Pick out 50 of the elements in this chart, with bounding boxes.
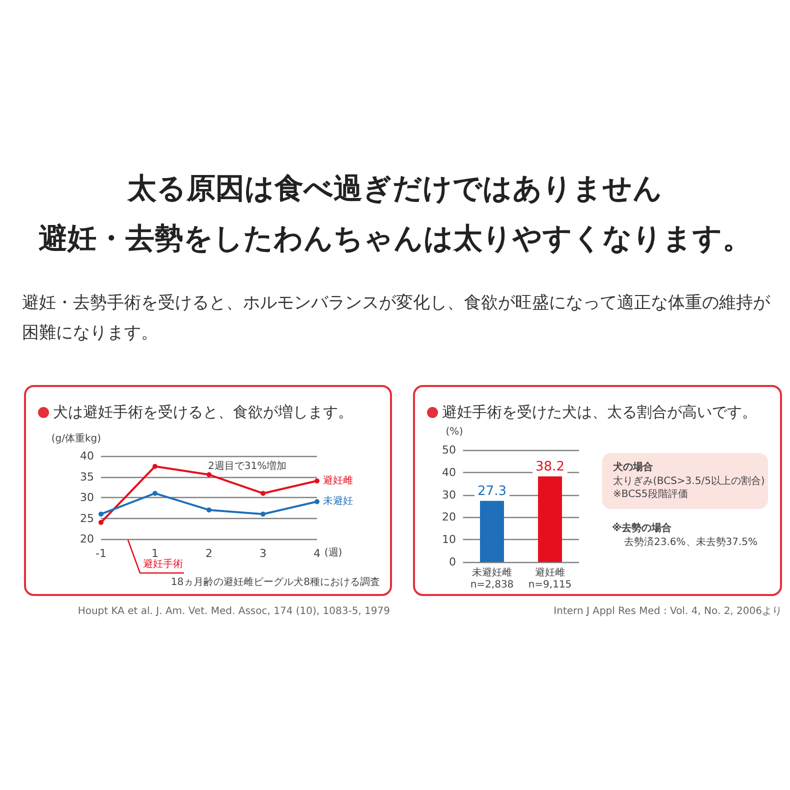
text: Intern J Appl Res Med : Vol. 4, No. 2, 2006より [554,605,782,618]
data-label: 38.2 [536,459,564,474]
chart-title: 避妊手術を受けた犬は、太る割合が高いです。 [442,403,757,421]
x-tick-label: 未避妊雌 n=2,838 [470,566,514,590]
y-axis-title: (%) [446,426,464,438]
x-tick-label: -1 [96,547,106,560]
x-axis-title: (週) [324,548,342,558]
y-tick-label: 10 [442,533,456,546]
y-tick-label: 25 [80,512,94,525]
text: 去勢済23.6%、未去勢37.5% [624,536,758,549]
y-tick-label: 20 [442,510,456,524]
annotation: 2週目で31%増加 [208,460,287,473]
chart-title: 犬は避妊手術を受けると、食欲が増します。 [53,403,353,421]
text: ※去勢の場合 [612,522,672,535]
text: 太る原因は食べ過ぎだけではありません [126,170,664,207]
text: 太りぎみ(BCS>3.5/5以上の割合) [613,475,765,488]
x-tick-label: 1 [152,547,158,560]
y-axis-title: (g/体重kg) [51,432,102,444]
y-tick-label: 30 [442,488,456,502]
y-tick-label: 35 [80,470,94,484]
y-tick-label: 0 [449,556,456,568]
point [206,472,212,478]
point [98,512,104,517]
x-tick-label: 2 [206,547,212,560]
data-label: 27.3 [478,484,506,499]
y-tick-label: 40 [80,450,94,462]
point [206,507,212,512]
text: 避妊・去勢手術を受けると、ホルモンバランスが変化し、食欲が旺盛になって適正な体重の維持が困難になります。 [22,292,771,345]
point [260,512,266,517]
series-label: 避妊雌 [323,474,353,486]
y-tick-label: 30 [80,491,94,504]
y-tick-label: 40 [442,466,456,479]
y-tick-label: 20 [80,532,94,546]
text: 避妊手術 [143,558,183,571]
x-tick-label: 3 [260,547,266,560]
point [314,499,320,504]
x-tick-label: 4 [314,547,320,560]
point [152,464,158,469]
text: 18ヵ月齢の避妊雌ビーグル犬8種における調査 [170,576,380,589]
text: 犬の場合 [613,461,653,474]
text: 避妊・去勢をしたわんちゃんは太りやすくなります。 [38,220,752,257]
point [98,520,104,525]
point [260,490,266,496]
y-tick-label: 50 [442,444,456,456]
point [152,490,158,496]
x-tick-label: 避妊雌 n=9,115 [528,566,572,590]
series-label: 未避妊 [323,495,353,508]
text: ※BCS5段階評価 [613,488,688,501]
point [314,478,320,484]
text: Houpt KA et al. J. Am. Vet. Med. Assoc, 174 (10), 1083-5, 1979 [78,605,390,618]
